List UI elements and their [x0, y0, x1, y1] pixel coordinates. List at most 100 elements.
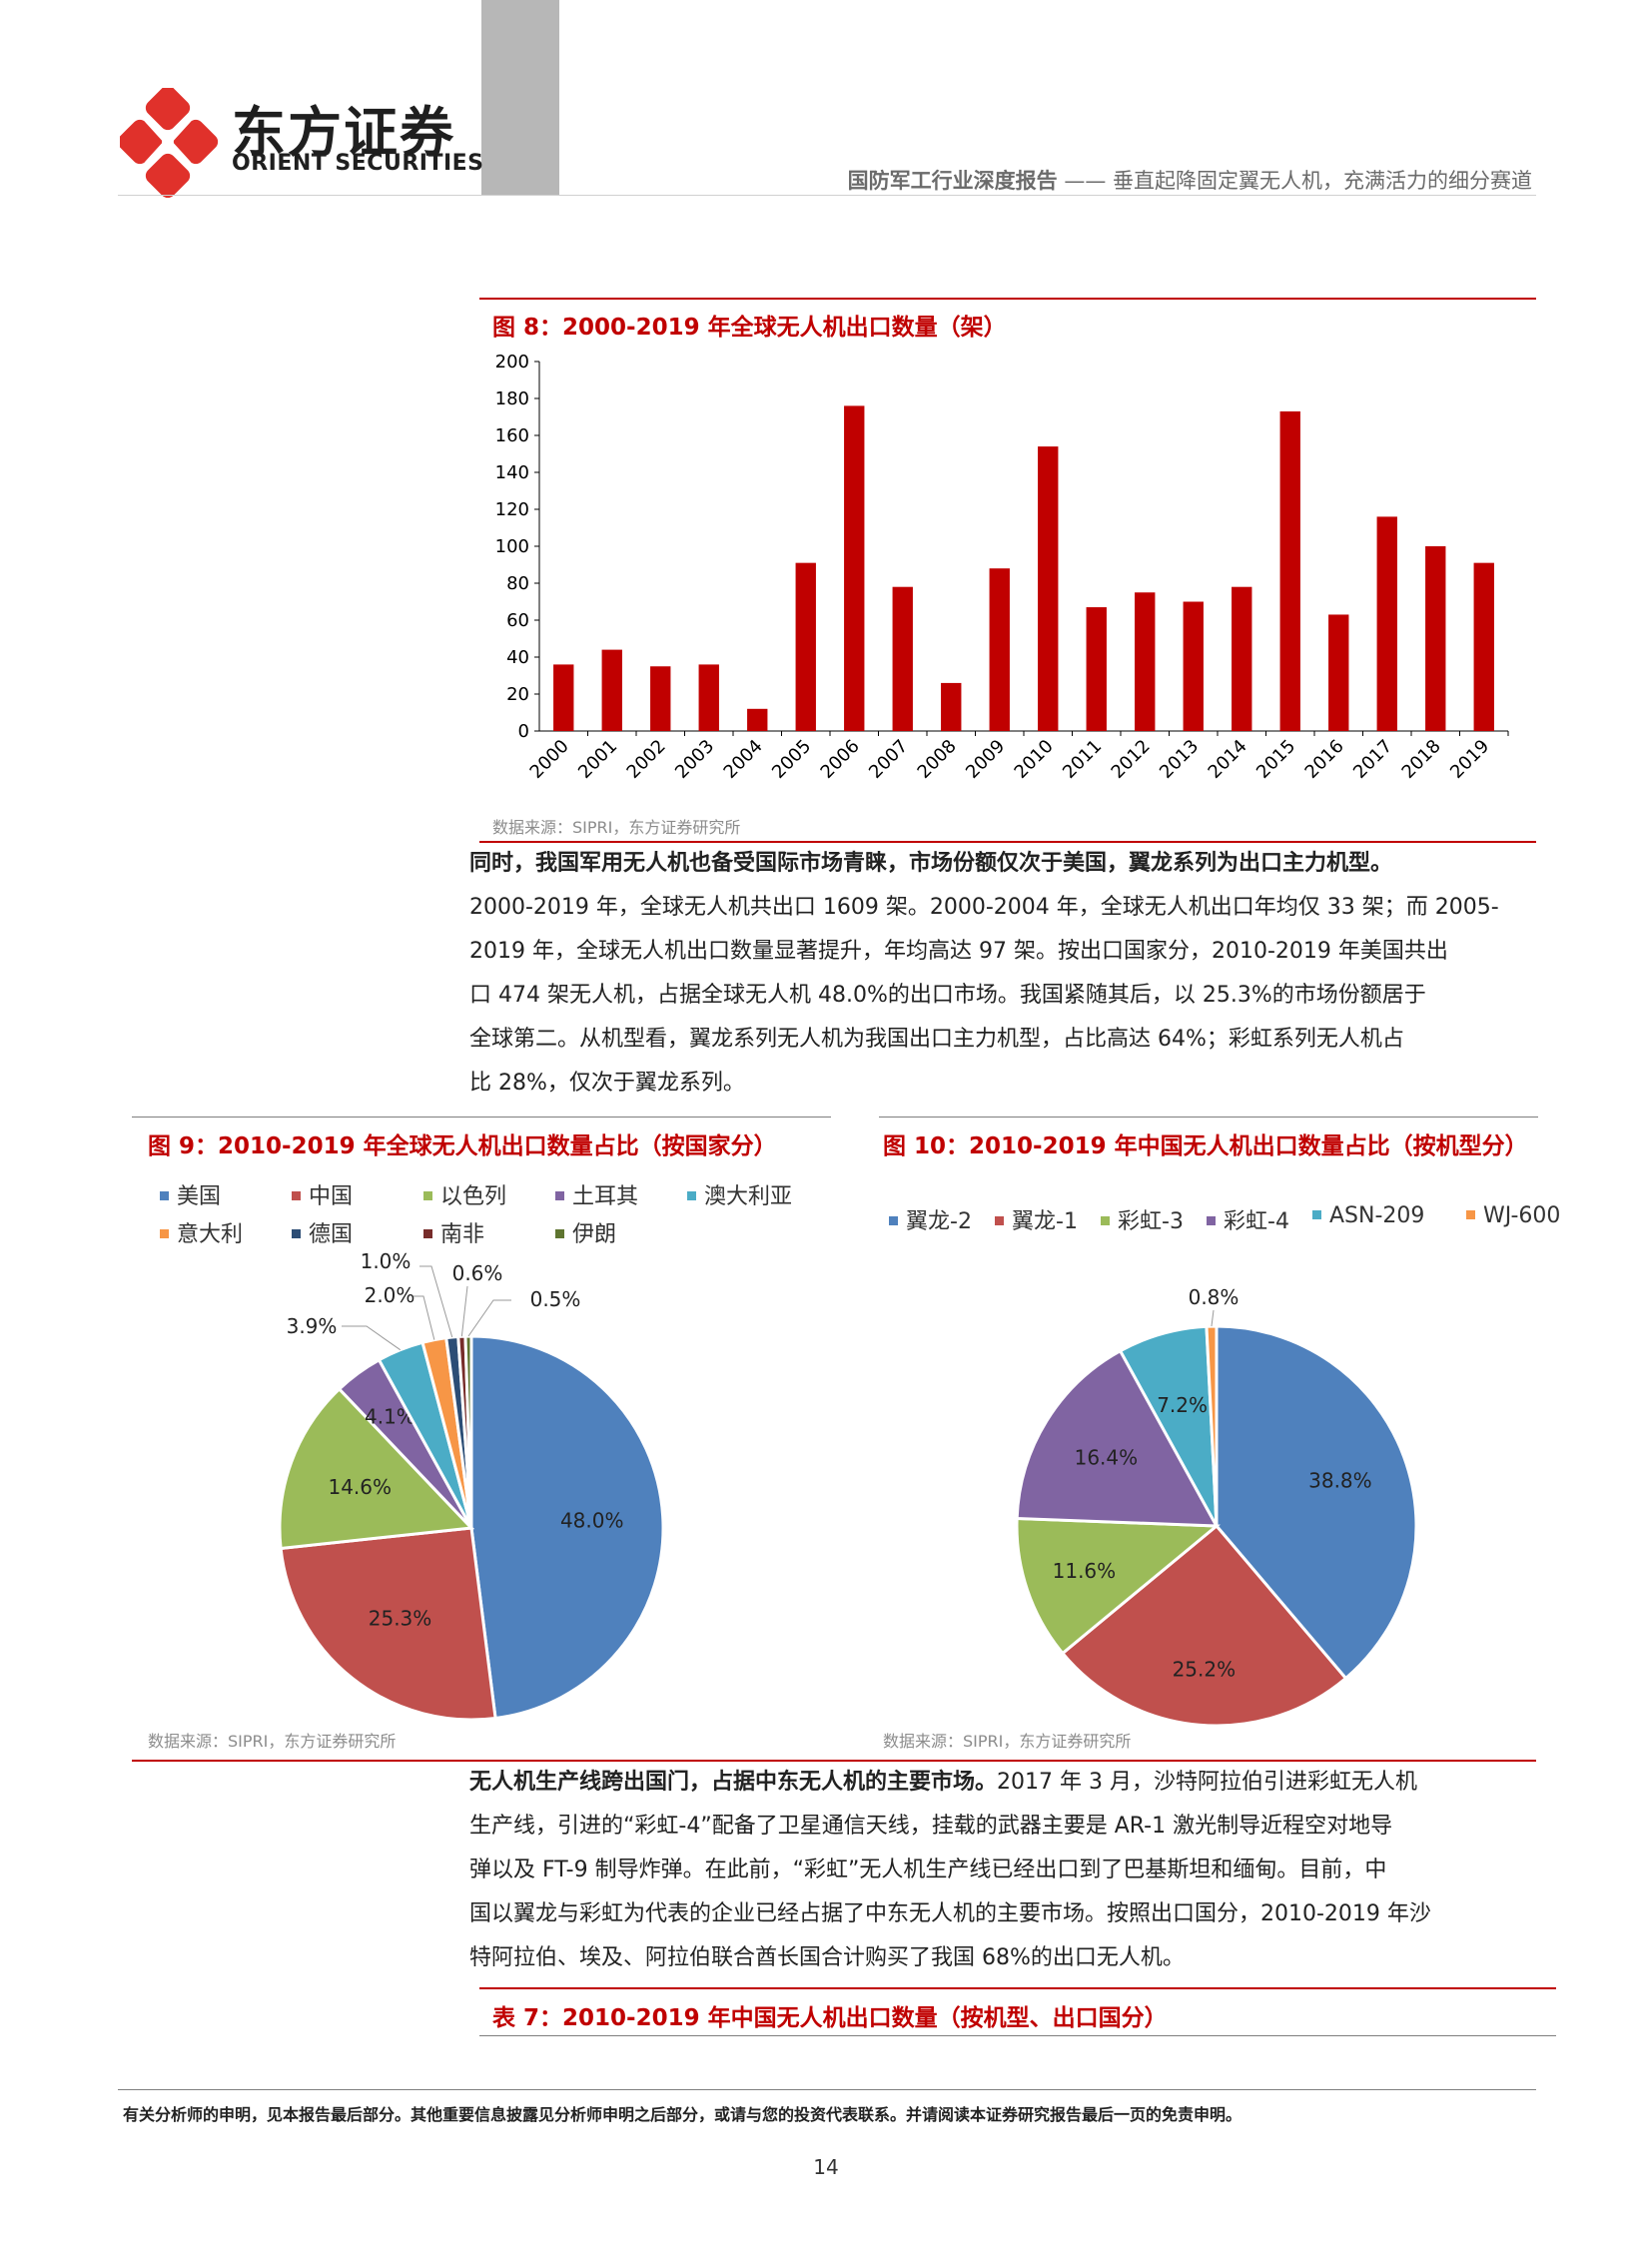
- para2-lead: 无人机生产线跨出国门，占据中东无人机的主要市场。: [469, 1770, 998, 1795]
- figs-bottom-rule: [132, 1760, 1536, 1762]
- y-tick-label: 180: [495, 388, 529, 409]
- table7-top-rule: [479, 1987, 1556, 1989]
- legend-swatch: [995, 1215, 1004, 1225]
- pie-slice-伊朗: [463, 1334, 473, 1529]
- legend-label: 澳大利亚: [704, 1184, 793, 1209]
- fig8-source: 数据来源：SIPRI，东方证券研究所: [492, 818, 741, 837]
- bar-2015: [1279, 410, 1300, 731]
- x-tick-label: 2013: [1156, 736, 1203, 783]
- legend-item-彩虹-3: 彩虹-3: [1101, 1203, 1184, 1235]
- y-tick-label: 60: [506, 610, 529, 631]
- legend-swatch: [160, 1190, 169, 1200]
- legend-swatch: [555, 1190, 564, 1200]
- x-tick-label: 2012: [1108, 736, 1155, 783]
- legend-label: ASN-209: [1329, 1203, 1425, 1228]
- x-tick-label: 2000: [526, 736, 573, 783]
- legend-swatch: [687, 1190, 696, 1200]
- legend-label: 德国: [309, 1222, 354, 1247]
- pie-label-南非: 0.6%: [452, 1261, 503, 1285]
- pie-label-意大利: 2.0%: [365, 1283, 415, 1307]
- leader-line: [1211, 1309, 1215, 1327]
- legend-swatch: [889, 1215, 898, 1225]
- report-header-title: 国防军工行业深度报告 —— 垂直起降固定翼无人机，充满活力的细分赛道: [848, 165, 1532, 195]
- bar-2010: [1038, 446, 1059, 731]
- fig10-legend: 翼龙-2 翼龙-1 彩虹-3 彩虹-4 ASN-209 WJ-600: [889, 1203, 1568, 1243]
- legend-swatch: [1312, 1209, 1321, 1219]
- bar-2016: [1328, 614, 1349, 731]
- legend-label: 以色列: [440, 1184, 507, 1209]
- x-tick-label: 2010: [1011, 736, 1058, 783]
- x-tick-label: 2002: [623, 736, 670, 783]
- x-tick-label: 2015: [1252, 736, 1299, 783]
- legend-label: 意大利: [177, 1222, 244, 1247]
- legend-item-翼龙-1: 翼龙-1: [995, 1203, 1078, 1235]
- logo-mark-icon: [120, 88, 219, 198]
- leader-line: [467, 1299, 511, 1337]
- page-number: 14: [813, 2155, 839, 2179]
- legend-label: 伊朗: [572, 1222, 617, 1247]
- bar-2004: [747, 708, 768, 731]
- legend-swatch: [292, 1228, 301, 1238]
- pie-slice-中国: [279, 1526, 497, 1722]
- legend-label: 彩虹-3: [1118, 1209, 1184, 1234]
- pie-label-ASN-209: 7.2%: [1157, 1393, 1208, 1417]
- x-tick-label: 2008: [914, 736, 961, 783]
- bar-2007: [892, 586, 913, 731]
- y-tick-label: 140: [495, 462, 529, 483]
- y-tick-label: 40: [506, 647, 529, 668]
- table7-bottom-rule: [479, 2035, 1556, 2036]
- legend-swatch: [1466, 1209, 1475, 1219]
- fig10-source: 数据来源：SIPRI，东方证券研究所: [883, 1732, 1132, 1751]
- pie-slice-彩虹-4: [1015, 1348, 1220, 1528]
- legend-item-中国: 中国: [292, 1178, 353, 1210]
- para1-line: 比 28%，仅次于翼龙系列。: [469, 1071, 745, 1096]
- para1-lead: 同时，我国军用无人机也备受国际市场青睐，市场份额仅次于美国，翼龙系列为出口主力机…: [469, 851, 1393, 876]
- paragraph-production-line: 无人机生产线跨出国门，占据中东无人机的主要市场。2017 年 3 月，沙特阿拉伯…: [469, 1761, 1528, 1980]
- legend-item-德国: 德国: [292, 1216, 353, 1248]
- legend-item-WJ-600: WJ-600: [1466, 1203, 1560, 1228]
- pie-label-以色列: 14.6%: [328, 1475, 392, 1499]
- x-tick-label: 2019: [1446, 736, 1493, 783]
- bar-2012: [1135, 592, 1156, 731]
- y-tick-label: 100: [495, 536, 529, 557]
- para2-line: 生产线，引进的“彩虹-4”配备了卫星通信天线，挂载的武器主要是 AR-1 激光制…: [469, 1814, 1393, 1839]
- x-tick-label: 2017: [1349, 736, 1396, 783]
- logo-english: ORIENT SECURITIES: [232, 151, 484, 176]
- pie-label-澳大利亚: 3.9%: [287, 1314, 338, 1338]
- fig9-legend: 美国 中国 以色列 土耳其 澳大利亚 意大利 德国 南非 伊朗: [160, 1178, 839, 1258]
- legend-item-伊朗: 伊朗: [555, 1216, 616, 1248]
- fig10-title: 图 10：2010-2019 年中国无人机出口数量占比（按机型分）: [883, 1133, 1528, 1159]
- pie-slice-翼龙-1: [1060, 1523, 1348, 1728]
- legend-item-美国: 美国: [160, 1178, 221, 1210]
- header-divider: [118, 195, 1536, 196]
- y-tick-label: 120: [495, 499, 529, 520]
- pie-slice-彩虹-3: [1015, 1516, 1221, 1656]
- pie-slice-以色列: [278, 1386, 475, 1551]
- pie-label-伊朗: 0.5%: [530, 1287, 581, 1311]
- para2-line: 国以翼龙与彩虹为代表的企业已经占据了中东无人机的主要市场。按照出口国分，2010…: [469, 1901, 1431, 1926]
- x-tick-label: 2011: [1059, 736, 1106, 783]
- pie-label-翼龙-1: 25.2%: [1173, 1657, 1237, 1681]
- legend-label: 南非: [440, 1222, 485, 1247]
- fig8-title: 图 8：2000-2019 年全球无人机出口数量（架）: [492, 315, 1007, 341]
- pie-slice-翼龙-2: [1215, 1324, 1418, 1681]
- para1-line: 口 474 架无人机，占据全球无人机 48.0%的出口市场。我国紧随其后，以 2…: [469, 983, 1426, 1008]
- para1-line: 全球第二。从机型看，翼龙系列无人机为我国出口主力机型，占比高达 64%；彩虹系列…: [469, 1027, 1404, 1052]
- footer-disclaimer: 有关分析师的申明，见本报告最后部分。其他重要信息披露见分析师申明之后部分，或请与…: [123, 2105, 1242, 2124]
- bar-2006: [844, 405, 865, 731]
- para2-line: 弹以及 FT-9 制导炸弹。在此前，“彩虹”无人机生产线已经出口到了巴基斯坦和缅…: [469, 1858, 1387, 1882]
- y-tick-label: 200: [495, 352, 529, 373]
- x-tick-label: 2006: [817, 736, 864, 783]
- x-tick-label: 2018: [1398, 736, 1445, 783]
- fig9-title: 图 9：2010-2019 年全球无人机出口数量占比（按国家分）: [148, 1133, 777, 1159]
- leader-line: [460, 1285, 468, 1337]
- x-tick-label: 2007: [865, 736, 912, 783]
- fig9-source: 数据来源：SIPRI，东方证券研究所: [148, 1732, 397, 1751]
- legend-label: 中国: [309, 1184, 354, 1209]
- legend-swatch: [292, 1190, 301, 1200]
- bar-2002: [650, 666, 671, 731]
- legend-item-意大利: 意大利: [160, 1216, 243, 1248]
- legend-swatch: [160, 1228, 169, 1238]
- legend-swatch: [555, 1228, 564, 1238]
